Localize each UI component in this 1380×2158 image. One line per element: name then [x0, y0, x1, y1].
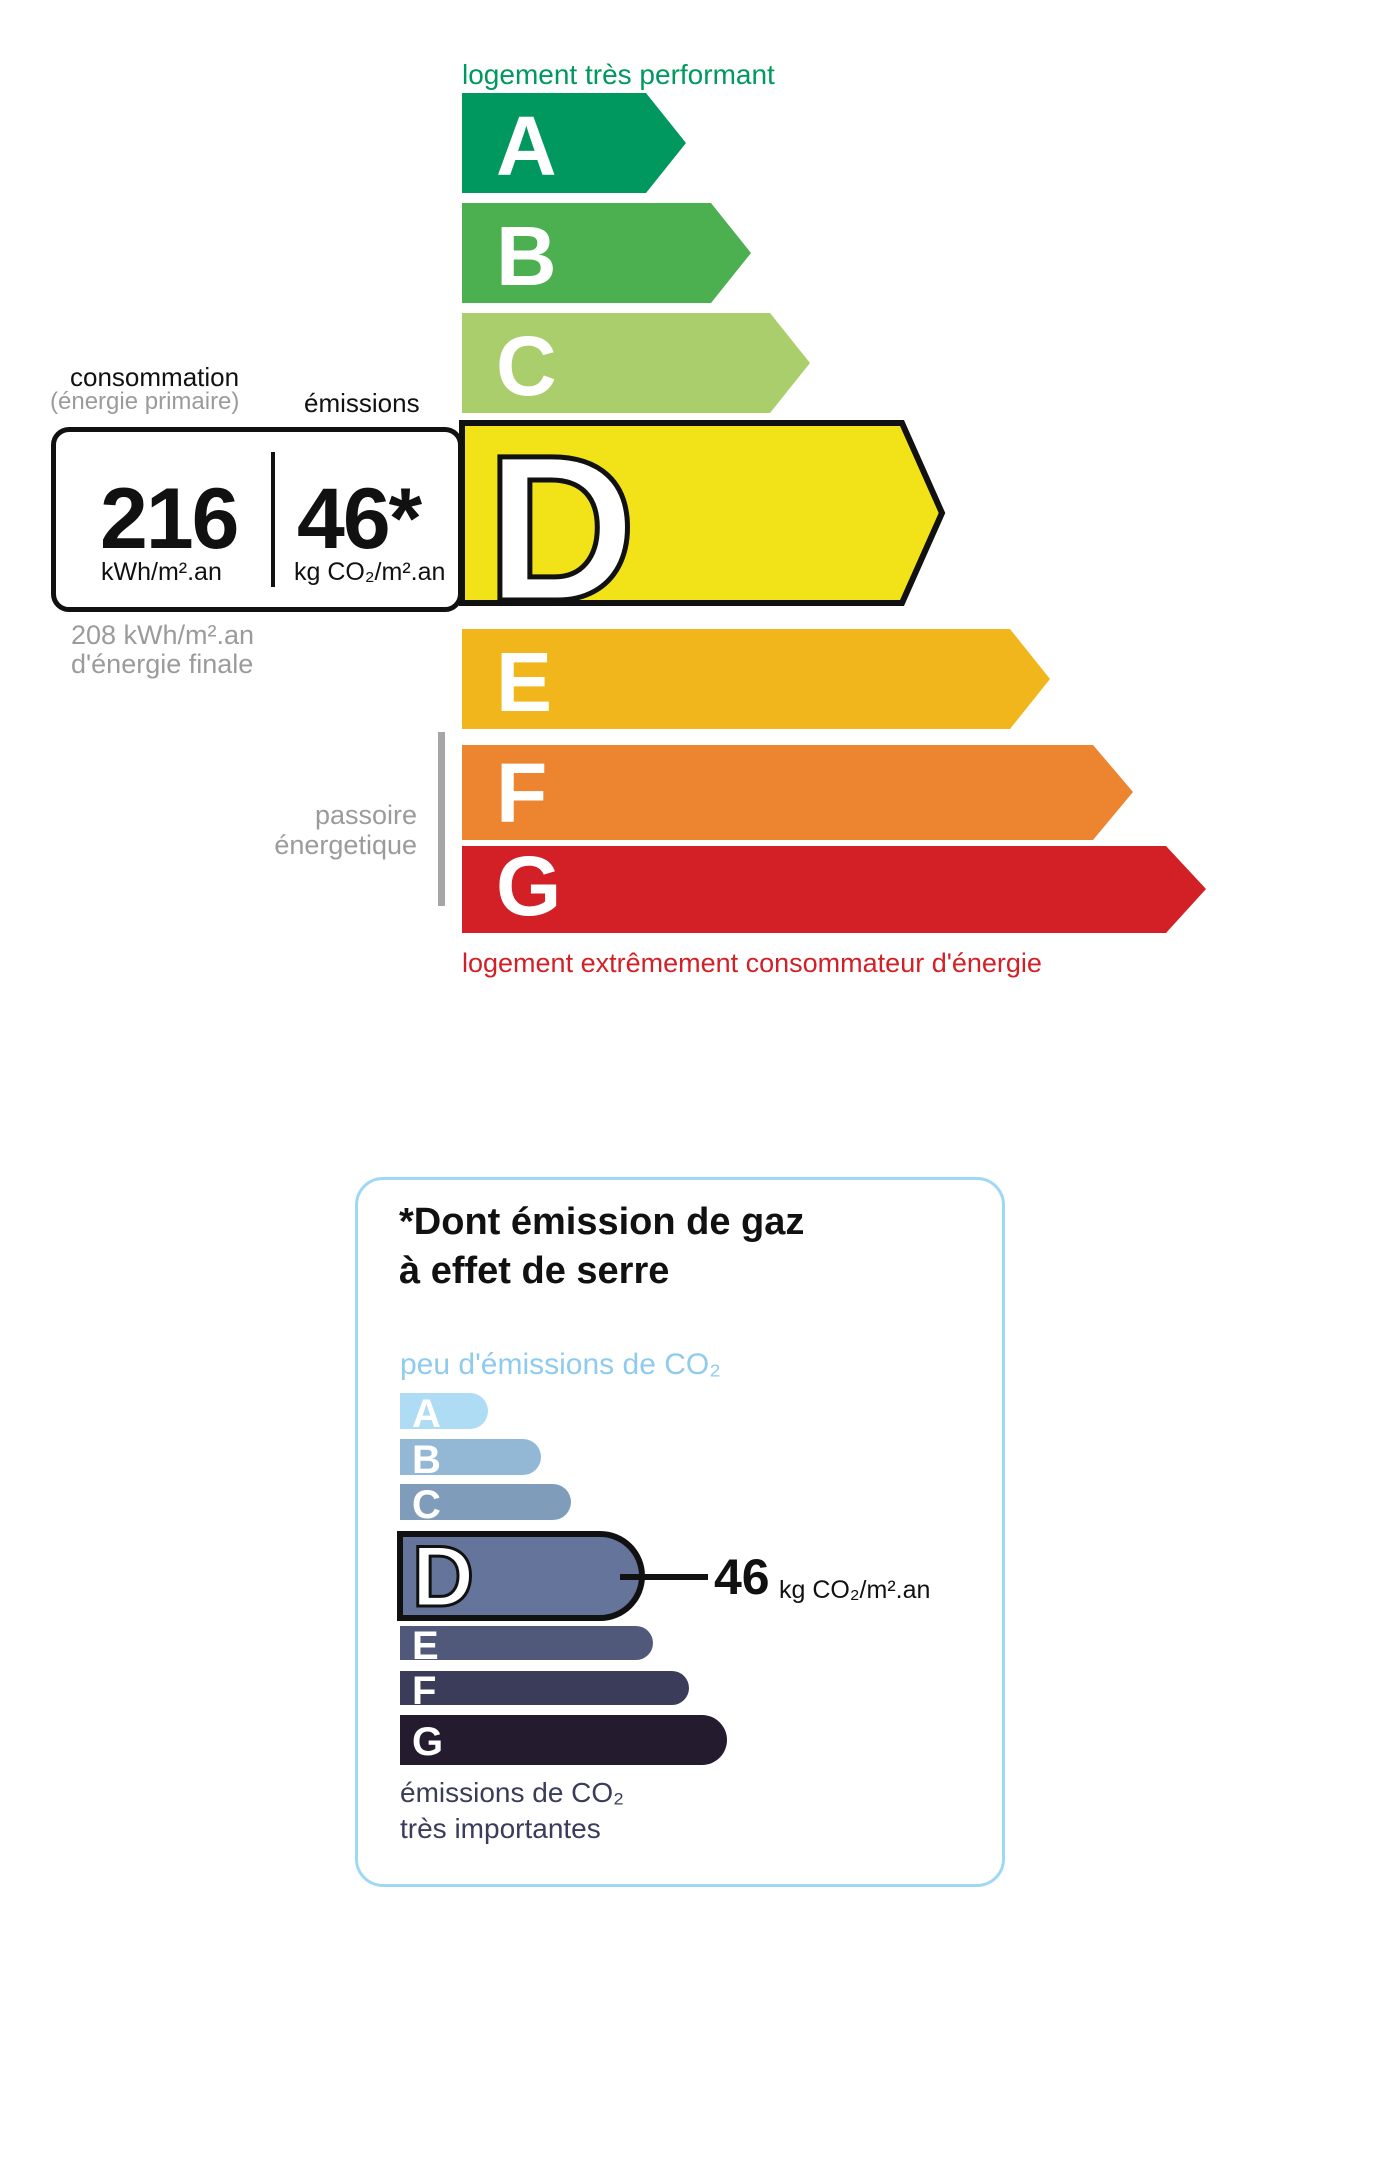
svg-text:46: 46: [714, 1549, 770, 1605]
svg-text:C: C: [412, 1483, 441, 1527]
svg-text:G: G: [412, 1720, 443, 1764]
svg-text:A: A: [412, 1392, 441, 1436]
svg-text:D: D: [412, 1529, 474, 1625]
svg-text:kg CO₂/m².an: kg CO₂/m².an: [779, 1576, 930, 1604]
svg-text:F: F: [412, 1669, 436, 1713]
svg-text:B: B: [412, 1438, 441, 1482]
svg-text:E: E: [412, 1624, 439, 1668]
